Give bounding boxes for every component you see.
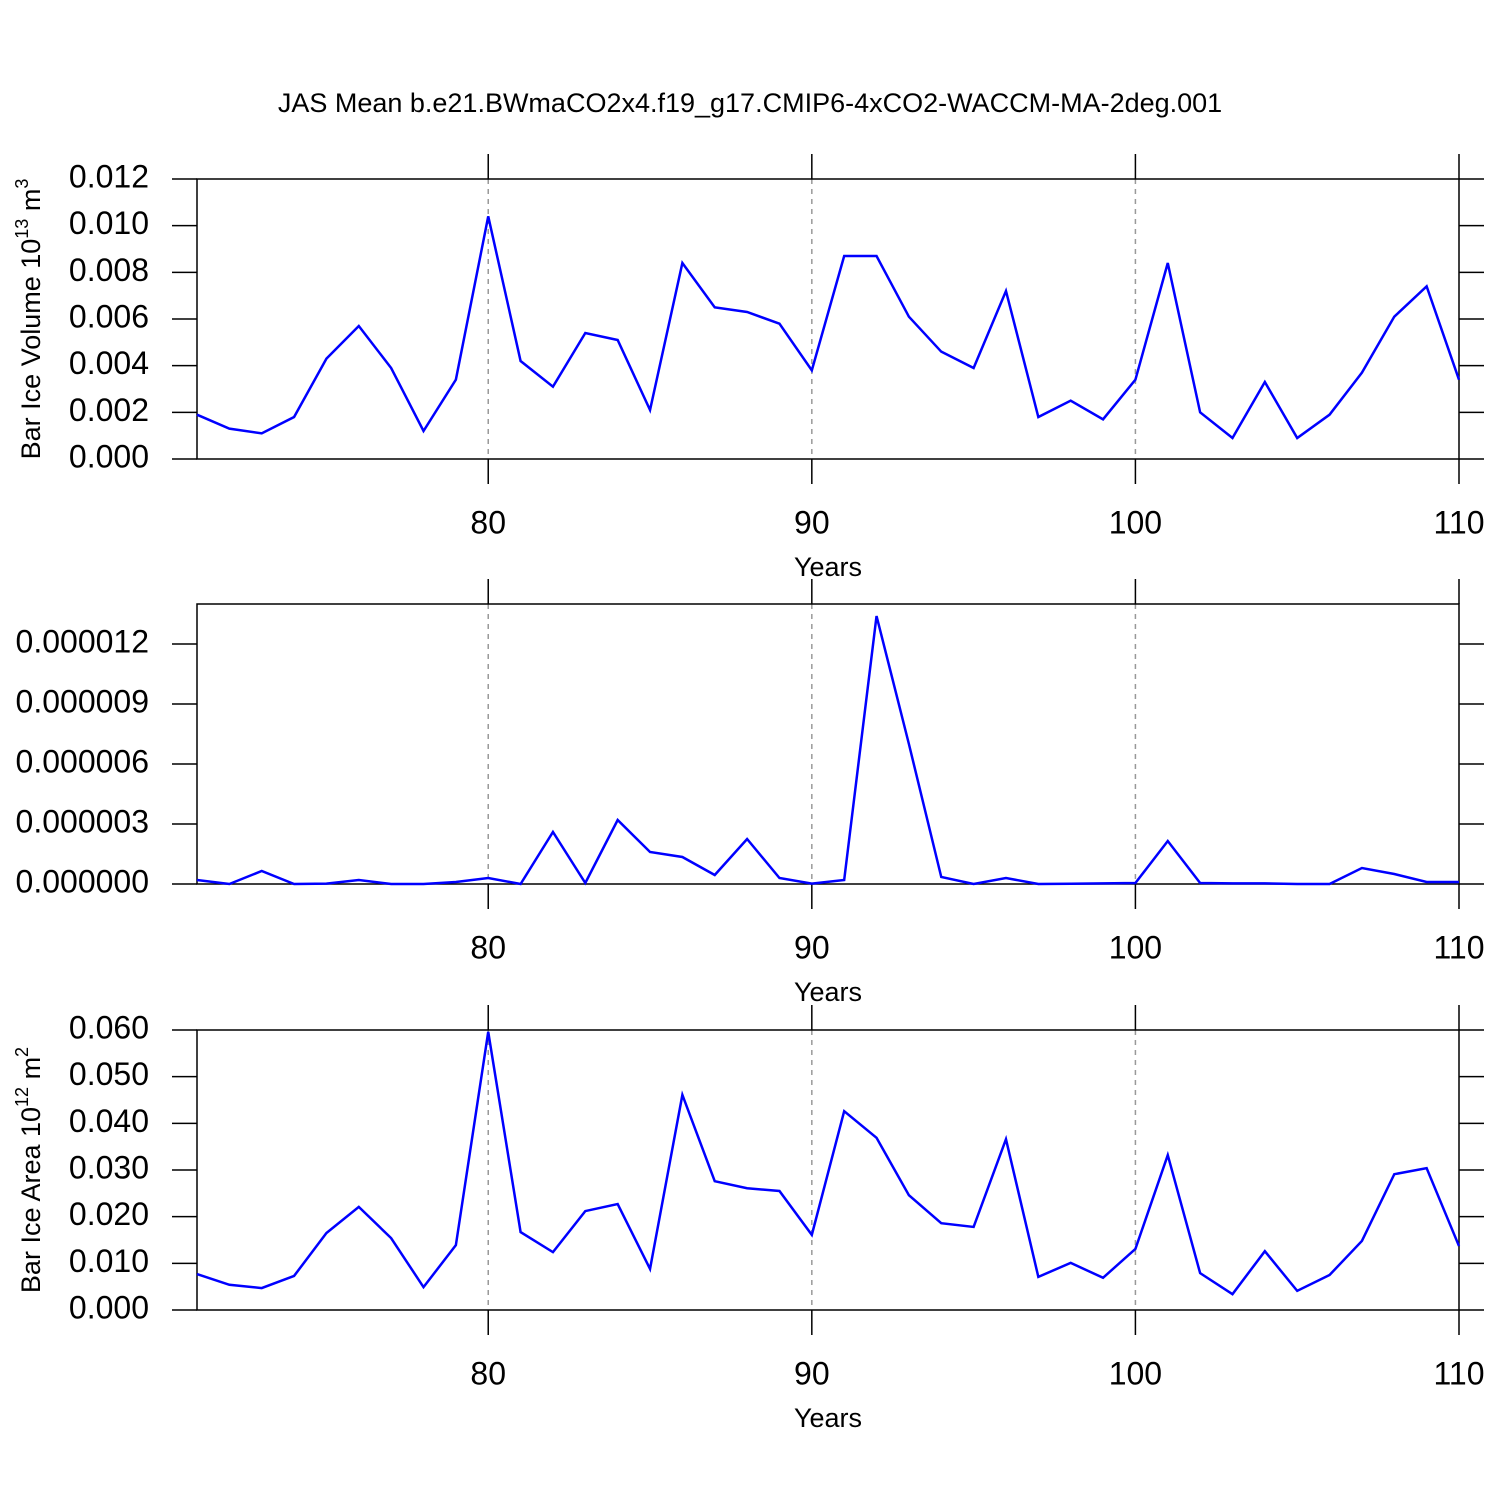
y-axis-label: Bar Ice Area 1012 m2 — [12, 1047, 46, 1293]
y-tick-label: 0.012 — [69, 158, 149, 194]
y-tick-label: 0.002 — [69, 392, 149, 428]
x-axis-label: Years — [794, 977, 862, 1007]
plot-frame — [196, 603, 1460, 885]
x-tick-label: 80 — [470, 1355, 506, 1391]
y-tick-label: 0.000009 — [16, 683, 149, 719]
chart-title: JAS Mean b.e21.BWmaCO2x4.f19_g17.CMIP6-4… — [278, 88, 1222, 118]
x-tick-label: 80 — [470, 929, 506, 965]
y-axis-label-part: Bar Ice Area 10 — [16, 1107, 46, 1293]
y-axis-label: Bar Ice Volume 1013 m3 — [12, 179, 46, 460]
y-axis-label-part: 13 — [12, 219, 32, 239]
y-tick-label: 0.000006 — [16, 743, 149, 779]
y-axis-label-part: 12 — [12, 1087, 32, 1107]
x-tick-label: 90 — [794, 1355, 830, 1391]
x-tick-label: 110 — [1433, 1355, 1484, 1391]
y-tick-label: 0.008 — [69, 252, 149, 288]
data-line — [196, 216, 1461, 440]
x-tick-label: 80 — [470, 504, 506, 540]
y-tick-label: 0.010 — [69, 1243, 149, 1279]
y-tick-label: 0.060 — [69, 1009, 149, 1045]
x-axis-label: Years — [794, 1403, 862, 1433]
y-tick-label: 0.040 — [69, 1103, 149, 1139]
x-axis-label: Years — [794, 552, 862, 582]
x-tick-label: 90 — [794, 504, 830, 540]
y-axis-label-part: m — [16, 189, 46, 219]
y-tick-label: 0.006 — [69, 298, 149, 334]
y-tick-label: 0.010 — [69, 205, 149, 241]
x-tick-label: 100 — [1109, 1355, 1162, 1391]
y-tick-label: 0.020 — [69, 1196, 149, 1232]
y-axis-label-part: Bar Ice Volume 10 — [16, 239, 46, 460]
y-tick-label: 0.050 — [69, 1056, 149, 1092]
y-tick-label: 0.030 — [69, 1149, 149, 1185]
data-line — [196, 615, 1459, 886]
data-line — [196, 1031, 1461, 1296]
x-tick-label: 110 — [1433, 929, 1484, 965]
y-tick-label: 0.000 — [69, 438, 149, 474]
y-tick-label: 0.000012 — [16, 623, 149, 659]
y-tick-label: 0.000 — [69, 1289, 149, 1325]
y-tick-label: 0.000000 — [16, 863, 149, 899]
x-tick-label: 90 — [794, 929, 830, 965]
y-axis-label-part: m — [16, 1057, 46, 1087]
y-axis-label-part: 2 — [12, 1047, 32, 1057]
x-tick-label: 100 — [1109, 929, 1162, 965]
plot-frame — [196, 1029, 1460, 1311]
plot-frame — [196, 178, 1460, 460]
x-tick-label: 100 — [1109, 504, 1162, 540]
y-axis-label-part: 3 — [12, 179, 32, 189]
x-tick-label: 110 — [1433, 504, 1484, 540]
y-tick-label: 0.000003 — [16, 803, 149, 839]
y-tick-label: 0.004 — [69, 345, 149, 381]
